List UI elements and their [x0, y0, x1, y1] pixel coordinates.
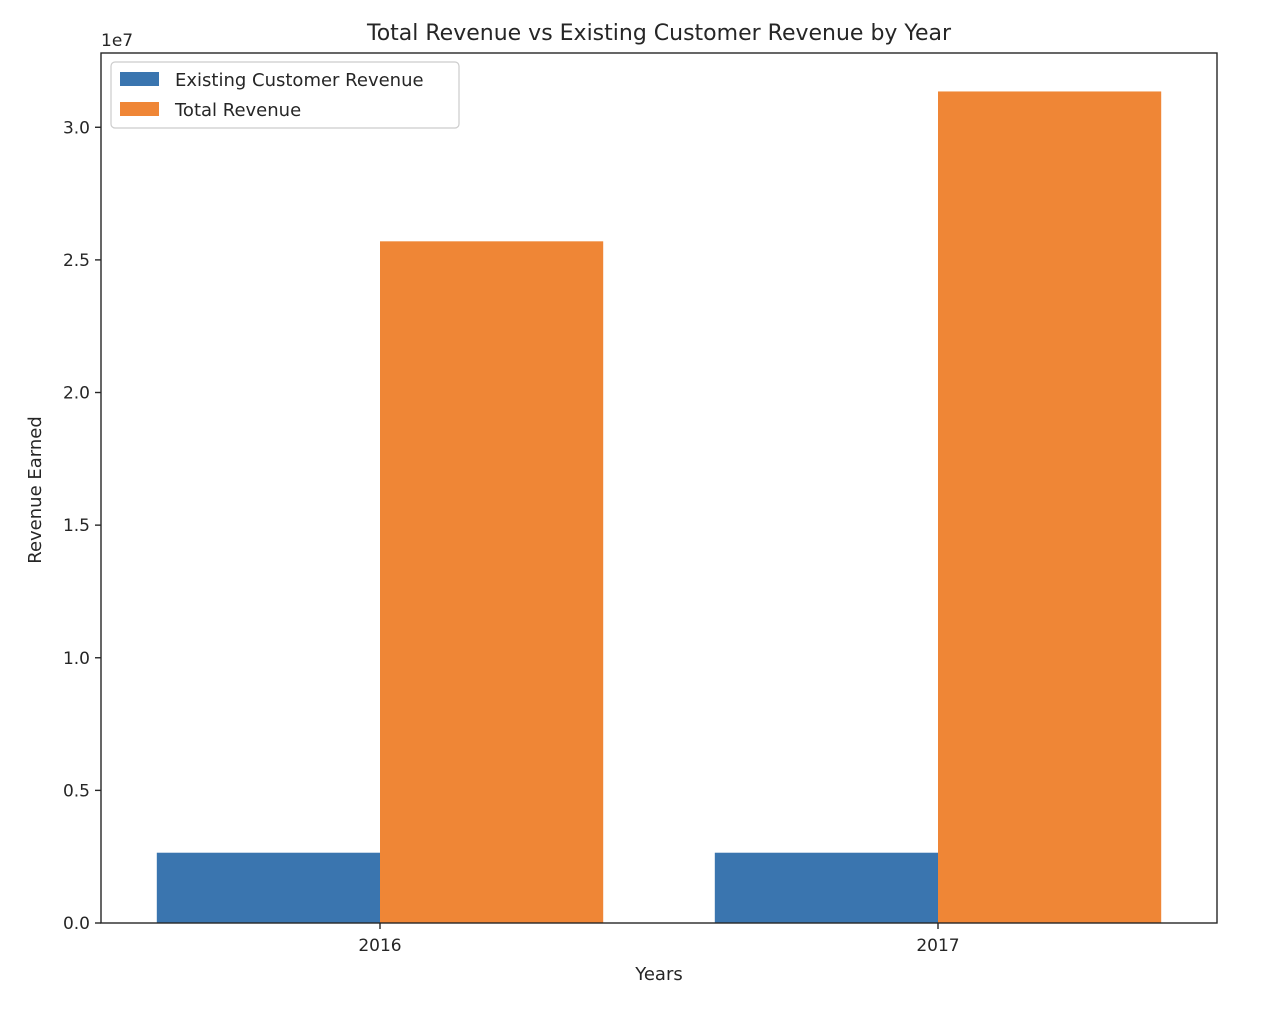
x-axis-label: Years [634, 964, 683, 985]
bar-existing-customer-revenue-2017 [714, 852, 938, 923]
legend-label-existing-customer-revenue: Existing Customer Revenue [175, 70, 424, 91]
bars-layer [156, 91, 1162, 923]
y-tick-label: 1.0 [63, 649, 90, 669]
bar-total-revenue-2016 [380, 241, 604, 923]
legend-swatch-existing-customer-revenue [120, 72, 159, 86]
bar-existing-customer-revenue-2016 [156, 852, 380, 923]
y-axis-label: Revenue Earned [25, 416, 46, 564]
plot-frame [100, 52, 1218, 924]
bar-total-revenue-2017 [938, 91, 1162, 923]
legend-frame [110, 61, 460, 129]
x-axis-ticks: 2016 2017 [358, 923, 960, 956]
y-tick-label: 0.0 [63, 914, 90, 934]
y-tick-label: 2.5 [63, 251, 90, 271]
y-axis-offset-label: 1e7 [101, 31, 133, 51]
y-tick-label: 0.5 [63, 781, 90, 801]
x-tick-label: 2016 [358, 936, 401, 956]
y-tick-label: 3.0 [63, 118, 90, 138]
chart-title: Total Revenue vs Existing Customer Reven… [366, 21, 952, 46]
x-tick-label: 2017 [916, 936, 959, 956]
legend-label-total-revenue: Total Revenue [174, 100, 301, 121]
legend-swatch-total-revenue [120, 102, 159, 116]
y-axis-ticks: 0.0 0.5 1.0 1.5 2.0 2.5 3.0 [63, 118, 101, 934]
y-tick-label: 2.0 [63, 384, 90, 404]
legend: Existing Customer Revenue Total Revenue [110, 61, 460, 129]
y-tick-label: 1.5 [63, 516, 90, 536]
